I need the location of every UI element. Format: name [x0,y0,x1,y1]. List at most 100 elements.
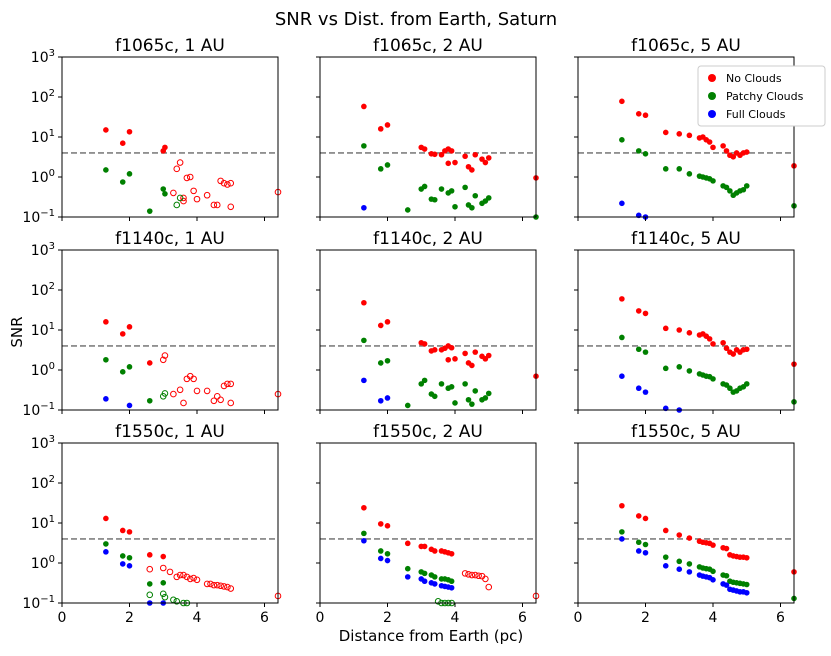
data-point-patchy-clouds [126,554,133,561]
y-tick-exponent: 1 [49,321,55,332]
data-point-no-clouds [448,344,455,351]
data-point-patchy-clouds [431,196,438,203]
data-point-no-clouds-open [213,581,221,589]
panel-title: f1550c, 1 AU [115,422,225,442]
data-point-no-clouds [469,362,475,369]
data-point-patchy-clouds [710,376,716,382]
data-point-no-clouds [619,98,625,105]
data-point-patchy-clouds [635,346,642,353]
data-point-patchy-clouds [740,186,747,193]
data-point-no-clouds [421,146,428,152]
data-point-patchy-clouds [404,402,411,409]
data-point-no-clouds [146,360,153,366]
data-point-no-clouds-open [220,583,228,590]
y-tick-label: 101 [31,514,55,532]
data-point-no-clouds-open [166,568,174,576]
data-point-full-clouds [361,204,367,211]
data-point-no-clouds-open [161,352,169,359]
data-point-no-clouds-open [224,380,231,388]
y-tick-label: 100 [31,361,55,379]
data-point-no-clouds-open [227,399,235,407]
data-point-patchy-clouds [727,385,733,392]
data-point-full-clouds [103,396,109,402]
data-point-no-clouds-open [465,571,472,578]
data-point-no-clouds [710,542,716,548]
data-point-patchy-clouds [438,186,445,192]
data-point-no-clouds [431,151,438,158]
data-point-no-clouds [479,156,485,162]
data-point-patchy-clouds [635,539,642,546]
data-point-no-clouds [720,143,726,149]
data-point-no-clouds [126,128,133,135]
data-point-no-clouds [619,502,625,509]
x-tick-label: 2 [641,610,650,626]
data-point-patchy-clouds [384,162,391,168]
data-point-no-clouds [377,126,384,132]
data-point-no-clouds-open [203,580,211,588]
y-tick-label: 10−1 [22,401,55,419]
data-point-full-clouds [723,582,730,588]
data-point-patchy-clouds [431,574,438,580]
data-point-full-clouds [404,574,411,580]
panel-title: f1065c, 2 AU [373,36,483,56]
data-point-no-clouds [445,160,452,167]
data-point-no-clouds-open [207,580,214,588]
data-point-patchy-clouds [469,204,475,211]
y-tick-label: 100 [31,168,55,186]
data-point-no-clouds-open [468,571,476,579]
x-tick-label: 4 [193,610,202,626]
x-tick-label: 6 [776,610,785,626]
data-point-no-clouds [160,553,167,560]
data-point-no-clouds [619,296,625,302]
data-point-no-clouds-open [183,174,191,182]
data-point-full-clouds [676,566,683,572]
data-point-no-clouds [126,324,133,330]
y-tick-exponent: 1 [49,514,55,525]
data-point-patchy-clouds [635,148,642,154]
legend: No Clouds Patchy Clouds Full Clouds [697,65,826,127]
data-point-patchy-clouds [103,167,109,173]
y-tick-exponent: 1 [49,128,55,139]
legend-label-full-clouds: Full Clouds [726,108,786,121]
data-point-patchy-clouds [361,143,367,149]
data-point-no-clouds [462,153,468,160]
data-point-patchy-clouds-open [161,390,169,397]
data-point-full-clouds [619,373,625,379]
legend-marker-full-clouds [708,110,716,118]
data-point-patchy-clouds [448,578,455,585]
panel-f1550c-2-au: f1550c, 2 AU 0 2 4 6 [316,422,540,626]
panel-title: f1065c, 5 AU [631,36,741,56]
data-point-no-clouds [146,552,153,558]
data-point-no-clouds-open [186,575,194,583]
data-point-no-clouds-open [170,189,177,197]
data-point-no-clouds-open [146,565,154,573]
panel-frame [319,56,537,218]
data-point-patchy-clouds-open [170,596,177,604]
data-point-patchy-clouds [686,561,693,567]
data-point-patchy-clouds [126,364,133,370]
data-point-no-clouds-open [190,187,197,195]
data-point-patchy-clouds [448,384,455,390]
data-point-patchy-clouds [662,166,669,172]
data-point-patchy-clouds [146,208,153,214]
data-point-no-clouds [482,159,489,166]
y-tick-label: 101 [31,321,55,339]
data-point-no-clouds-open [176,386,184,394]
data-point-no-clouds-open [190,574,197,582]
y-tick-exponent: −1 [40,208,55,219]
data-point-patchy-clouds [743,381,750,387]
data-point-no-clouds [642,310,649,317]
data-point-patchy-clouds [452,400,458,406]
data-point-patchy-clouds [421,377,428,384]
data-point-no-clouds [361,299,367,306]
data-point-no-clouds [384,122,391,128]
data-point-full-clouds [619,200,625,207]
data-point-no-clouds [361,504,367,511]
data-point-patchy-clouds [743,183,750,189]
data-point-patchy-clouds [421,183,428,190]
data-point-no-clouds-open [482,575,489,583]
y-tick-exponent: 3 [49,48,55,59]
data-point-no-clouds [662,527,669,534]
